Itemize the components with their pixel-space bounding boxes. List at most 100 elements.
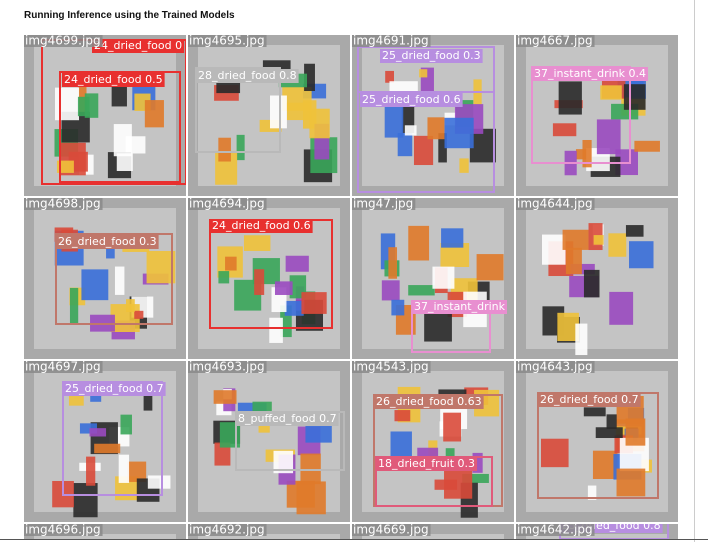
label-chip [412, 300, 507, 314]
product [634, 140, 660, 152]
product [269, 317, 283, 343]
detection-label: 26_dried_food 0.63 [376, 395, 482, 408]
product [305, 423, 332, 443]
product [476, 254, 504, 281]
product [575, 323, 588, 356]
photo: 25_dried_food 0.3 25_dried_food 0.6 img469… [352, 35, 514, 196]
product [118, 454, 130, 483]
product [295, 286, 305, 311]
product [390, 431, 412, 464]
detection-label: 26_dried_food 0.7 [540, 393, 639, 406]
product [237, 402, 267, 413]
product [269, 95, 287, 129]
product [309, 108, 330, 139]
detection-label: 37_instant_drink 0.4 [534, 67, 646, 80]
photo: 26_dried_food 0.3 img4698.jpg [24, 198, 186, 359]
photo-surface [526, 534, 668, 539]
product [225, 256, 237, 271]
product [285, 255, 309, 272]
product [385, 70, 395, 83]
product [609, 291, 634, 325]
product [394, 410, 411, 422]
product [120, 414, 132, 435]
product [443, 412, 462, 442]
filename: img4644.jpg [517, 197, 593, 211]
image-tile: 37_instant_drink 0.4 img4667.jpg [516, 34, 678, 196]
image-tile: 24_dried_food 0 24_dried_food 0.5 img4699.… [24, 35, 186, 196]
image-tile: img4669.jpg [352, 523, 514, 539]
filename-bg [188, 361, 267, 373]
product [280, 305, 292, 338]
product [623, 84, 646, 110]
image-tile: img4692.jpg [188, 524, 350, 539]
product [69, 287, 79, 324]
detection-label: 8_puffed_food 0.7 [238, 412, 337, 425]
product [56, 160, 74, 173]
detection-label: 37_instant_drink [414, 300, 506, 313]
product [583, 269, 600, 298]
product [595, 427, 623, 439]
label-chip [62, 73, 165, 87]
product [143, 387, 153, 411]
photo: 37_instant_drink img47.jpg [352, 197, 514, 359]
product [419, 69, 428, 78]
product [79, 423, 98, 434]
filename-bg [188, 524, 267, 536]
filename: img47.jpg [353, 197, 413, 211]
photo-surface [34, 534, 176, 539]
image-tile: 25_dried_food 0.3 25_dried_food 0.6 img469… [352, 35, 514, 196]
filename-bg [24, 35, 103, 47]
filename-bg [516, 361, 595, 373]
product [616, 468, 646, 497]
product [582, 139, 592, 168]
product [469, 128, 496, 163]
product [384, 101, 404, 138]
filename: img4667.jpg [517, 34, 593, 48]
filename-bg [24, 524, 103, 536]
product [391, 299, 405, 316]
filename-bg [516, 198, 595, 210]
product [84, 93, 99, 118]
product [570, 263, 595, 275]
product [219, 422, 241, 448]
photo: 24_dried_food 0.6 img4694.jpg [188, 197, 350, 359]
product [432, 266, 455, 289]
photo-surface [198, 534, 340, 539]
filename: img4643.jpg [517, 360, 593, 374]
product [625, 225, 644, 237]
image-tile: 26_dried_food 0.7 img4643.jpg [516, 360, 678, 522]
filename: img4694.jpg [189, 197, 265, 211]
detection-label: 18_dried_fruit 0.3 [378, 457, 475, 470]
product [284, 300, 304, 316]
label-chip [538, 393, 641, 407]
detection-label: 24_dried_food 0 [94, 39, 182, 52]
product [54, 87, 80, 121]
label-chip [196, 69, 299, 83]
product [438, 133, 447, 163]
photo: img4696.jpg [24, 523, 186, 539]
label-chip [374, 395, 484, 409]
product [114, 266, 125, 295]
product [116, 153, 133, 171]
photo: img4644.jpg [516, 197, 678, 359]
product [86, 456, 96, 486]
product [625, 418, 646, 446]
label-chip [236, 412, 339, 426]
product [408, 225, 430, 261]
photo: 25_dried_food 0.7 img4697.jpg [24, 360, 186, 522]
bounding-box [357, 91, 495, 193]
product [236, 134, 245, 161]
product [304, 63, 315, 92]
product [73, 483, 98, 518]
bounding-box [59, 71, 181, 183]
product [381, 280, 400, 301]
product [593, 235, 604, 245]
image-grid: 24_dried_food 0 24_dried_food 0.5 img4699.… [24, 34, 678, 539]
product [126, 299, 135, 312]
product [146, 250, 176, 284]
product [81, 269, 109, 301]
filename: img4669.jpg [353, 523, 429, 537]
filename: img4697.jpg [25, 360, 101, 374]
filename: img4696.jpg [25, 523, 101, 537]
